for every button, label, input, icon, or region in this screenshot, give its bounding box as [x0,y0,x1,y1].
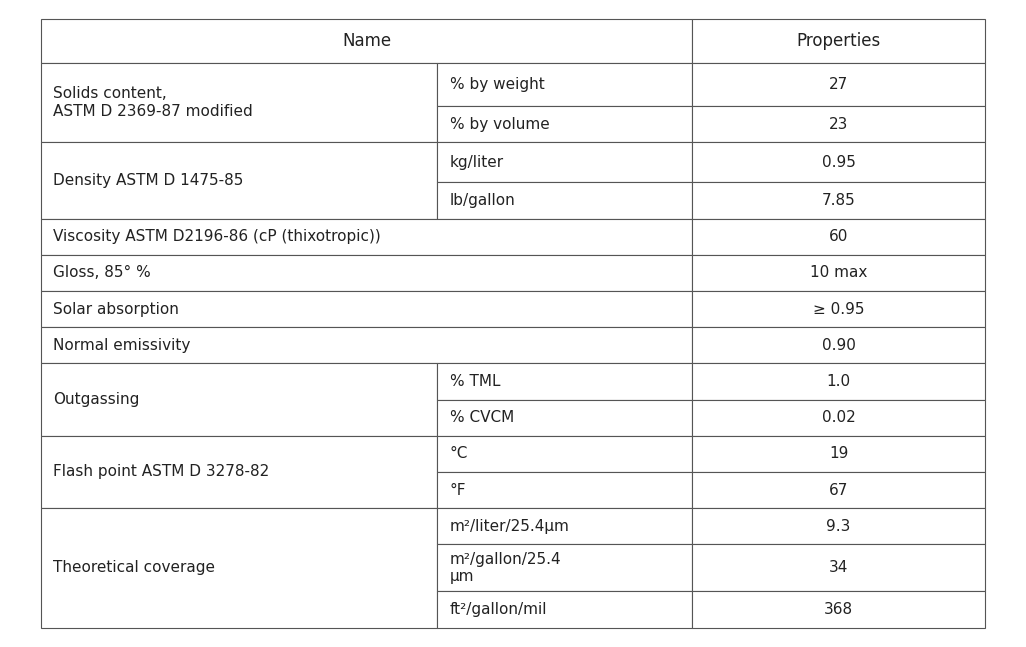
Text: 27: 27 [829,77,849,92]
Bar [693,142,985,182]
Bar [41,142,437,219]
Text: 60: 60 [829,229,849,244]
Text: 0.02: 0.02 [822,410,856,425]
Bar [437,544,693,591]
Text: Solids content,
ASTM D 2369-87 modified: Solids content, ASTM D 2369-87 modified [53,87,253,119]
Bar [41,291,693,327]
Text: 10 max: 10 max [810,265,867,280]
Bar [437,63,693,106]
Text: 7.85: 7.85 [822,193,856,208]
Text: 19: 19 [829,446,849,461]
Bar [437,106,693,142]
Text: m²/gallon/25.4
μm: m²/gallon/25.4 μm [449,552,561,584]
Bar [693,219,985,255]
Bar [693,508,985,544]
Text: kg/liter: kg/liter [449,155,504,170]
Text: Solar absorption: Solar absorption [53,302,180,316]
Bar [693,435,985,472]
Bar [437,435,693,472]
Text: ft²/gallon/mil: ft²/gallon/mil [449,602,547,617]
Text: ≥ 0.95: ≥ 0.95 [813,302,864,316]
Text: 67: 67 [829,483,849,498]
Bar [437,182,693,219]
Bar [693,291,985,327]
Text: 34: 34 [829,560,849,575]
Bar [693,106,985,142]
Bar [41,19,693,63]
Text: 23: 23 [829,117,849,132]
Text: Outgassing: Outgassing [53,392,140,407]
Text: % CVCM: % CVCM [449,410,514,425]
Text: 368: 368 [824,602,854,617]
Text: Theoretical coverage: Theoretical coverage [53,560,215,575]
Bar [693,327,985,364]
Bar [693,472,985,508]
Bar [41,219,693,255]
Bar [693,255,985,291]
Bar [41,508,437,628]
Text: °F: °F [449,483,466,498]
Text: Viscosity ASTM D2196-86 (cP (thixotropic)): Viscosity ASTM D2196-86 (cP (thixotropic… [53,229,381,244]
Text: % by weight: % by weight [449,77,545,92]
Text: m²/liter/25.4μm: m²/liter/25.4μm [449,519,569,534]
Bar [437,508,693,544]
Bar [693,63,985,106]
Bar [41,364,437,435]
Bar [693,182,985,219]
Text: Density ASTM D 1475-85: Density ASTM D 1475-85 [53,173,244,188]
Text: % TML: % TML [449,374,501,389]
Text: 1.0: 1.0 [827,374,851,389]
Bar [437,142,693,182]
Bar [693,591,985,628]
Text: 9.3: 9.3 [827,519,851,534]
Bar [693,364,985,400]
Text: % by volume: % by volume [449,117,550,132]
Text: Properties: Properties [796,32,880,50]
Bar [437,364,693,400]
Bar [693,544,985,591]
Text: Normal emissivity: Normal emissivity [53,338,191,353]
Bar [693,19,985,63]
Bar [41,327,693,364]
Bar [437,591,693,628]
Text: Flash point ASTM D 3278-82: Flash point ASTM D 3278-82 [53,465,270,479]
Bar [437,400,693,435]
Bar [693,400,985,435]
Bar [41,435,437,508]
Bar [41,63,437,142]
Bar [437,472,693,508]
Text: 0.90: 0.90 [822,338,856,353]
Text: 0.95: 0.95 [822,155,856,170]
Text: Gloss, 85° %: Gloss, 85° % [53,265,151,280]
Text: lb/gallon: lb/gallon [449,193,515,208]
Text: °C: °C [449,446,468,461]
Text: Name: Name [342,32,391,50]
Bar [41,255,693,291]
